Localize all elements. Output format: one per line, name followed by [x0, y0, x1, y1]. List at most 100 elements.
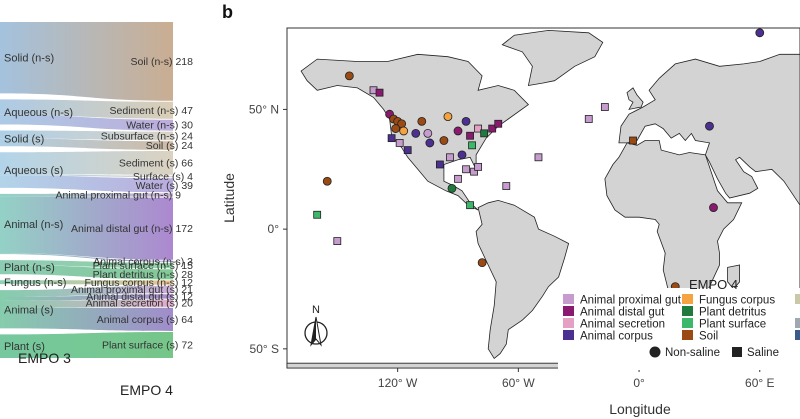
site-point-animal-proximal-gut-saline — [470, 167, 478, 176]
x-tick-label: 120° W — [378, 376, 418, 390]
site-point-plant-surface-saline — [313, 210, 322, 219]
sankey-flow-aqueous-s-to-sediment-s-66 — [0, 150, 173, 175]
site-point-animal-distal-gut-saline — [375, 88, 384, 97]
sankey-flow-animal-s-to-animal-secretion-s-20 — [0, 299, 173, 308]
site-point-animal-distal-gut-non-saline — [709, 203, 718, 212]
site-point-animal-corpus-non-saline — [461, 116, 471, 126]
sankey-flow-animal-n-s-to-animal-corpus-n-s-3 — [0, 253, 173, 262]
sankey-source-label: Aqueous (s) — [4, 165, 63, 177]
site-point-animal-proximal-gut-saline — [474, 162, 483, 171]
legend-swatch-extra — [795, 294, 800, 304]
x-tick-label: 0° — [633, 376, 645, 390]
sankey-source-label: Solid (n-s) — [4, 53, 54, 65]
legend-label-fungus-corpus: Fungus corpus — [699, 295, 775, 307]
site-point-soil-non-saline — [477, 258, 487, 268]
site-point-animal-proximal-gut-saline — [584, 115, 593, 123]
site-point-animal-corpus-saline — [387, 134, 396, 143]
site-point-animal-proximal-gut-saline — [534, 153, 543, 162]
sankey-flow-plant-s-to-plant-surface-s-72 — [0, 331, 173, 358]
site-point-animal-distal-gut-saline — [466, 131, 474, 140]
legend-label-animal-secretion: Animal secretion — [580, 319, 665, 331]
north-arrow: N — [304, 304, 328, 347]
legend-label-animal-proximal-gut: Animal proximal gut — [580, 295, 682, 307]
sankey-target-label: Animal distal gut (s) 12 — [86, 291, 193, 303]
site-point-animal-distal-gut-saline — [494, 119, 503, 128]
sankey-target-label: Water (s) 39 — [136, 180, 194, 192]
land-south-america — [475, 199, 570, 359]
sankey-source-label: Fungus (n-s) — [4, 277, 66, 289]
sankey-left-title: EMPO 3 — [18, 350, 71, 366]
legend-label-animal-distal-gut: Animal distal gut — [580, 307, 665, 319]
land-greenland — [501, 29, 604, 86]
world-map-chart: b 120° W 60° W 0° 60° E 50° N 0° 50° S Longitude… — [221, 2, 800, 417]
site-point-animal-proximal-gut-saline — [446, 153, 454, 162]
sankey-flow-animal-s-to-animal-distal-gut-s-12 — [0, 294, 173, 301]
y-tick-label: 50° N — [249, 102, 279, 116]
site-point-animal-proximal-gut-saline — [462, 165, 470, 174]
site-point-animal-proximal-gut-saline — [333, 237, 342, 245]
legend-label-soil: Soil — [699, 331, 718, 343]
x-axis-label: Longitude — [609, 401, 671, 417]
legend-title: EMPO 4 — [689, 277, 738, 292]
site-point-soil-non-saline — [391, 124, 401, 133]
sankey-flow-animal-s-to-animal-proximal-gut-s-21 — [0, 285, 173, 298]
sankey-flow-solid-s-to-soil-s-24 — [0, 138, 173, 150]
land-britain — [626, 87, 644, 110]
site-point-animal-distal-gut-saline — [488, 124, 497, 133]
sankey-flow-animal-n-s-to-animal-proximal-gut-n-s-9 — [0, 193, 173, 197]
sankey-target-label: Water (n-s) 30 — [126, 120, 193, 132]
site-point-animal-proximal-gut-non-saline — [423, 128, 433, 138]
site-point-fungus-corpus-non-saline — [443, 112, 453, 121]
land-africa — [604, 140, 743, 311]
site-point-soil-non-saline — [439, 136, 449, 145]
site-point-fungus-corpus-non-saline — [399, 126, 409, 136]
sankey-target-label: Animal distal gut (n-s) 172 — [71, 223, 193, 235]
sankey-target-label: Sediment (s) 66 — [119, 157, 193, 169]
sankey-flow-aqueous-n-s-to-water-n-s-30 — [0, 114, 173, 131]
legend-swatch-animal-proximal-gut — [563, 294, 574, 304]
site-point-animal-secretion-saline — [474, 124, 483, 133]
legend-label-plant-detritus: Plant detritus — [699, 307, 766, 319]
sankey-source-label: Plant (s) — [4, 341, 45, 353]
legend-swatch-fungus-corpus — [682, 294, 693, 304]
site-point-animal-proximal-gut-saline — [600, 103, 609, 111]
sankey-flow-aqueous-n-s-to-sediment-n-s-47 — [0, 99, 173, 119]
sankey-flow-plant-n-s-to-plant-detritus-n-s-28 — [0, 265, 173, 280]
sankey-target-label: Plant detritus (n-s) 28 — [93, 269, 194, 281]
legend-swatch-soil — [682, 330, 693, 340]
legend-swatch-extra — [795, 318, 800, 328]
site-point-plant-detritus-saline — [480, 129, 489, 138]
site-point-soil-saline — [629, 136, 637, 145]
legend-label-plant-surface: Plant surface — [699, 319, 766, 331]
panel-label: b — [222, 2, 233, 22]
sankey-target-label: Animal proximal gut (n-s) 9 — [56, 189, 182, 201]
site-point-animal-proximal-gut-saline — [454, 174, 462, 183]
sankey-target-label: Plant surface (s) 72 — [102, 339, 193, 351]
sankey-flow-aqueous-s-to-water-s-39 — [0, 175, 173, 193]
legend-swatch-extra — [795, 330, 800, 340]
sankey-target-label: Animal corpus (n-s) 3 — [93, 256, 193, 268]
sankey-flow-animal-s-to-animal-corpus-s-64 — [0, 307, 173, 331]
sankey-target-label: Surface (s) 4 — [133, 171, 193, 183]
site-point-animal-corpus-non-saline — [755, 28, 765, 38]
sankey-target-label: Sediment (n-s) 47 — [110, 105, 194, 117]
site-point-animal-corpus-non-saline — [411, 128, 421, 138]
legend-swatch-animal-corpus — [563, 330, 574, 340]
y-axis-label: Latitude — [221, 173, 237, 223]
sankey-target-label: Subsurface (n-s) 24 — [101, 130, 193, 142]
land-madagascar — [727, 264, 740, 290]
site-point-plant-surface-saline — [466, 201, 474, 210]
sankey-target-label: Soil (n-s) 218 — [131, 56, 194, 68]
legend-shape-label: Saline — [747, 347, 779, 359]
sankey-flow-solid-s-to-subsurface-n-s-24 — [0, 130, 173, 141]
sankey-target-label: Animal corpus (s) 64 — [97, 314, 193, 326]
site-point-soil-non-saline — [322, 176, 332, 186]
site-point-animal-distal-gut-non-saline — [453, 126, 463, 136]
sankey-target-label: Plant surface (n-s) 15 — [93, 260, 194, 272]
y-tick-label: 0° — [268, 222, 280, 236]
x-tick-label: 60° E — [745, 376, 774, 390]
site-point-animal-corpus-non-saline — [425, 138, 435, 148]
legend-shape-circle — [649, 346, 661, 358]
